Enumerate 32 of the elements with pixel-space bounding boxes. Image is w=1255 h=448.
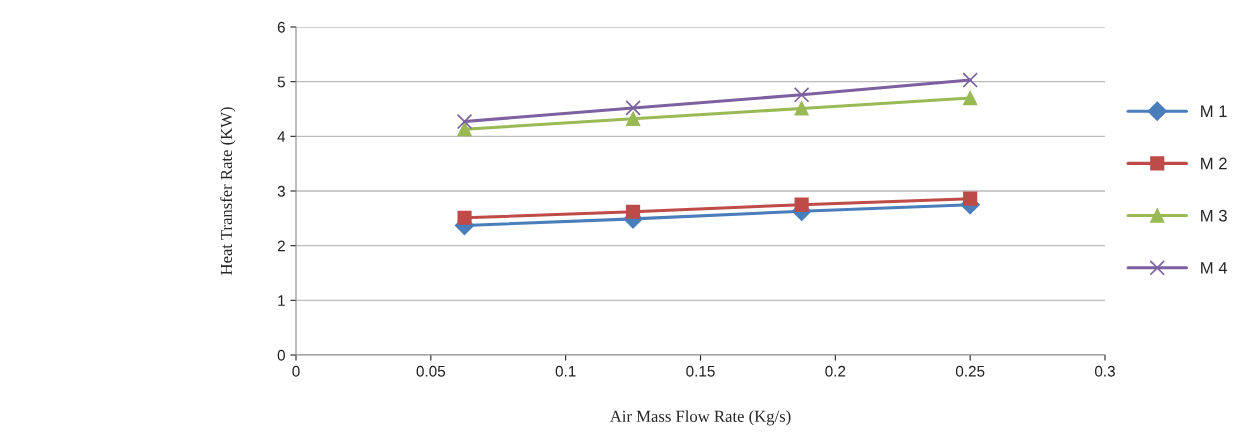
point (625, 204, 641, 219)
point (963, 90, 978, 106)
legend-label: M 1 (1201, 105, 1227, 118)
y-tick-label: 0 (277, 349, 285, 361)
point (793, 87, 810, 103)
point (794, 197, 809, 212)
y-tick-label: 1 (278, 295, 285, 306)
y-tick-label: 5 (277, 76, 285, 88)
x-tick-label: 0.1 (555, 365, 576, 377)
x-tick-label: 0.05 (416, 365, 446, 377)
y-tick-label: 4 (277, 131, 286, 142)
x-tick-label: 0.15 (686, 365, 715, 377)
point (963, 191, 978, 206)
x-tick-label: 0.25 (955, 365, 985, 377)
legend-label: M 3 (1201, 209, 1227, 222)
x-tick-label: 0.2 (825, 365, 846, 377)
legend-label: M 2 (1201, 157, 1227, 170)
y-axis-title: Heat Transfer Rate (KW) (220, 107, 236, 275)
legend-label: M 4 (1201, 262, 1228, 274)
point (962, 72, 978, 88)
point (457, 210, 472, 225)
point (457, 122, 472, 137)
y-tick-label: 6 (277, 21, 285, 33)
y-tick-label: 3 (277, 185, 285, 197)
x-tick-label: 0.3 (1094, 365, 1115, 377)
x-tick-label: 0 (292, 365, 300, 377)
point (625, 100, 641, 116)
point (794, 101, 809, 116)
x-axis-title: Air Mass Flow Rate (Kg/s) (609, 410, 791, 426)
y-tick-label: 2 (277, 240, 285, 252)
point (456, 113, 473, 130)
point (625, 111, 641, 126)
